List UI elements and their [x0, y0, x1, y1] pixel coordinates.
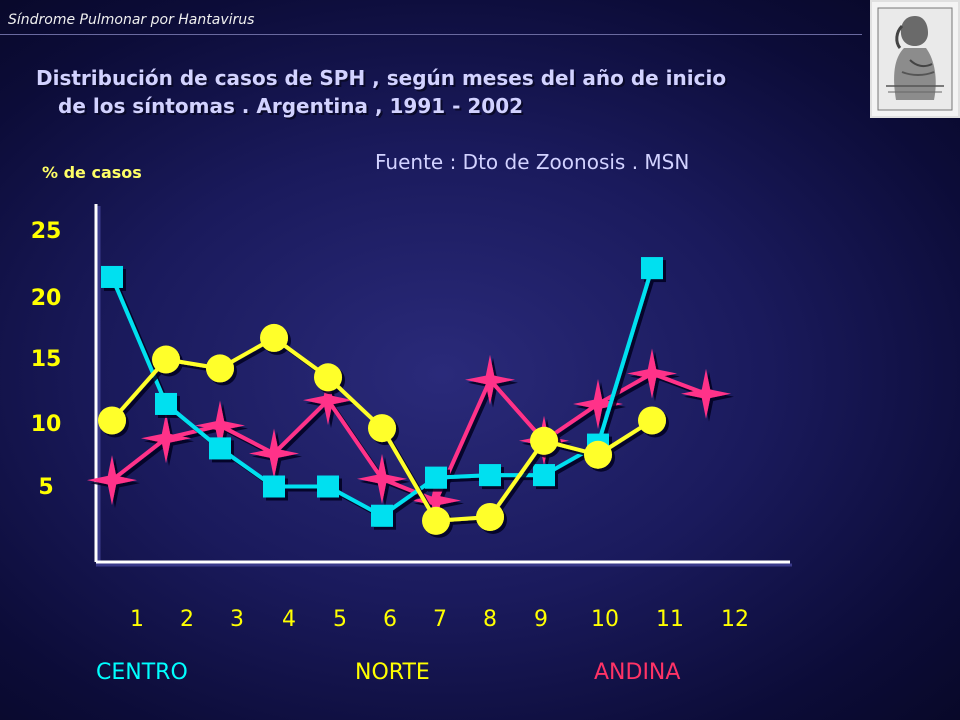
data-point-norte: [206, 354, 234, 383]
source-note: Fuente : Dto de Zoonosis . MSN: [375, 150, 690, 174]
chart-axes: [94, 204, 792, 567]
data-point-andina: [141, 413, 191, 464]
y-tick-label: 10: [31, 412, 62, 437]
data-point-norte: [638, 406, 666, 435]
region-andina-label: ANDINA: [594, 660, 681, 685]
y-tick-label: 20: [31, 286, 62, 311]
region-centro-label: CENTRO: [96, 660, 188, 685]
x-tick-label: 2: [180, 607, 194, 632]
data-point-centro: [209, 437, 231, 460]
data-point-centro: [533, 464, 555, 487]
data-point-norte: [98, 406, 126, 435]
y-tick-label: 25: [31, 219, 62, 244]
data-point-andina: [303, 375, 353, 426]
x-tick-label: 9: [534, 607, 548, 632]
data-point-centro: [317, 475, 339, 498]
y-tick-label: 5: [38, 475, 53, 500]
data-point-andina: [87, 455, 137, 506]
data-point-centro: [371, 504, 393, 527]
logo-illustration: [877, 7, 953, 111]
y-axis-label: % de casos: [42, 163, 142, 182]
data-point-centro: [425, 466, 447, 489]
x-tick-label: 11: [656, 607, 684, 632]
x-tick-label: 12: [721, 607, 749, 632]
y-tick-label: 15: [31, 347, 62, 372]
series-norte: [98, 323, 666, 535]
chart-series: [87, 257, 731, 535]
region-norte-label: NORTE: [355, 660, 430, 685]
running-title: Síndrome Pulmonar por Hantavirus: [8, 12, 255, 28]
data-point-centro: [641, 257, 663, 280]
series-andina: [87, 348, 731, 526]
series-line-andina: [110, 371, 707, 503]
title-line-1: Distribución de casos de SPH , según mes…: [36, 66, 727, 90]
x-tick-label: 1: [130, 607, 144, 632]
data-point-andina: [573, 379, 623, 429]
x-tick-label: 8: [483, 607, 497, 632]
data-point-andina: [357, 453, 407, 504]
logo-image: [870, 0, 960, 118]
data-point-norte: [368, 414, 396, 443]
data-point-andina: [411, 475, 461, 526]
header-divider: [0, 34, 862, 35]
data-point-norte: [584, 440, 612, 469]
data-point-centro: [479, 464, 501, 487]
data-point-norte: [152, 345, 180, 374]
data-point-andina: [627, 348, 677, 399]
data-point-centro: [263, 475, 285, 498]
data-point-andina: [681, 368, 731, 419]
data-point-norte: [422, 506, 450, 535]
data-point-andina: [195, 400, 245, 451]
data-point-norte: [530, 426, 558, 455]
x-tick-label: 4: [282, 607, 296, 632]
x-tick-label: 10: [591, 607, 619, 632]
data-point-andina: [249, 428, 299, 479]
data-point-norte: [476, 502, 504, 531]
data-point-norte: [314, 363, 342, 392]
x-tick-label: 5: [333, 607, 347, 632]
x-tick-label: 7: [433, 607, 447, 632]
chart-title: Distribución de casos de SPH , según mes…: [36, 64, 866, 120]
data-point-norte: [260, 323, 288, 352]
title-line-2: de los síntomas . Argentina , 1991 - 200…: [58, 94, 524, 118]
data-point-andina: [465, 354, 515, 405]
x-tick-label: 6: [383, 607, 397, 632]
data-point-centro: [101, 265, 123, 288]
data-point-centro: [155, 392, 177, 415]
x-tick-label: 3: [230, 607, 244, 632]
